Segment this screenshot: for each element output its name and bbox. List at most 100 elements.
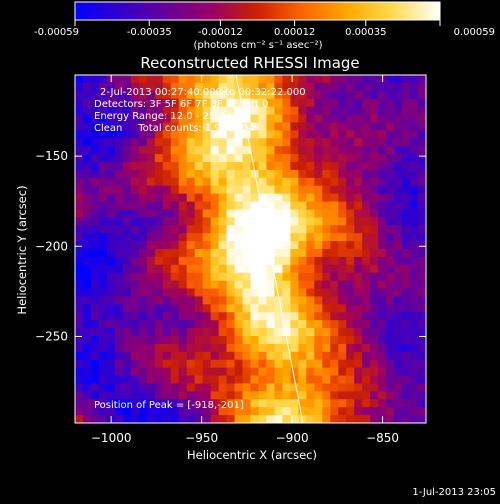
- heatmap-cell: [226, 399, 236, 408]
- heatmap-cell: [162, 280, 172, 290]
- heatmap-cell: [162, 162, 172, 171]
- heatmap-cell: [90, 367, 100, 377]
- heatmap-cell: [90, 162, 100, 171]
- heatmap-cell: [250, 391, 260, 400]
- heatmap-cell: [338, 280, 347, 290]
- heatmap-cell: [202, 343, 212, 353]
- heatmap-cell: [378, 328, 387, 337]
- heatmap-cell: [82, 209, 92, 218]
- heatmap-cell: [218, 154, 228, 163]
- heatmap-cell: [218, 122, 228, 131]
- heatmap-cell: [258, 375, 268, 385]
- heatmap-cell: [290, 177, 299, 187]
- heatmap-cell: [386, 343, 395, 353]
- heatmap-cell: [362, 209, 371, 218]
- heatmap-cell: [178, 399, 188, 408]
- heatmap-cell: [362, 162, 371, 171]
- heatmap-cell: [98, 304, 108, 313]
- heatmap-cell: [194, 328, 204, 337]
- heatmap-cell: [106, 296, 116, 305]
- heatmap-cell: [274, 415, 284, 423]
- heatmap-cell: [250, 375, 260, 385]
- heatmap-cell: [226, 162, 236, 171]
- heatmap-cell: [226, 351, 236, 361]
- heatmap-cell: [226, 138, 236, 147]
- heatmap-cell: [194, 249, 204, 258]
- heatmap-cell: [250, 415, 260, 423]
- heatmap-cell: [226, 217, 236, 226]
- heatmap-cell: [114, 399, 124, 408]
- heatmap-cell: [218, 217, 228, 226]
- heatmap-cell: [370, 359, 379, 369]
- heatmap-cell: [354, 82, 363, 92]
- heatmap-cell: [322, 359, 331, 369]
- heatmap-cell: [218, 272, 228, 282]
- heatmap-cell: [346, 154, 355, 163]
- heatmap-cell: [394, 249, 403, 258]
- colorbar: [74, 1, 441, 21]
- heatmap-cell: [290, 122, 299, 131]
- heatmap-cell: [322, 90, 331, 100]
- heatmap-cell: [194, 217, 204, 226]
- heatmap-cell: [298, 375, 307, 385]
- heatmap-cell: [322, 272, 331, 282]
- heatmap-cell: [346, 241, 355, 250]
- heatmap-cell: [402, 75, 411, 84]
- heatmap-cell: [330, 343, 339, 353]
- heatmap-cell: [314, 122, 323, 131]
- heatmap-cell: [402, 217, 411, 226]
- heatmap-cell: [274, 375, 284, 385]
- heatmap-cell: [290, 415, 299, 423]
- heatmap-cell: [266, 241, 276, 250]
- heatmap-cell: [410, 272, 419, 282]
- heatmap-cell: [298, 399, 307, 408]
- heatmap-cell: [298, 162, 307, 171]
- heatmap-cell: [266, 130, 276, 139]
- heatmap-cell: [226, 328, 236, 337]
- heatmap-cell: [122, 169, 132, 179]
- heatmap-cell: [418, 304, 426, 313]
- heatmap-cell: [314, 217, 323, 226]
- heatmap-cell: [122, 122, 132, 131]
- heatmap-cell: [298, 359, 307, 369]
- heatmap-cell: [162, 241, 172, 250]
- heatmap-cell: [322, 75, 331, 84]
- heatmap-cell: [162, 272, 172, 282]
- heatmap-cell: [202, 225, 212, 234]
- heatmap-cell: [362, 343, 371, 353]
- heatmap-cell: [386, 391, 395, 400]
- heatmap-cell: [250, 399, 260, 408]
- heatmap-cell: [410, 225, 419, 234]
- heatmap-cell: [218, 138, 228, 147]
- heatmap-cell: [322, 280, 331, 290]
- heatmap-cell: [186, 233, 196, 242]
- heatmap-cell: [386, 193, 395, 203]
- heatmap-cell: [282, 264, 291, 274]
- heatmap-cell: [90, 249, 100, 258]
- heatmap-cell: [226, 114, 236, 124]
- heatmap-cell: [354, 383, 363, 392]
- heatmap-cell: [402, 359, 411, 369]
- heatmap-cell: [418, 185, 426, 195]
- heatmap-cell: [154, 233, 164, 242]
- heatmap-cell: [218, 177, 228, 187]
- heatmap-cell: [386, 90, 395, 100]
- heatmap-cell: [218, 264, 228, 274]
- heatmap-cell: [322, 177, 331, 187]
- heatmap-cell: [290, 201, 299, 211]
- heatmap-cell: [322, 233, 331, 242]
- heatmap-cell: [186, 209, 196, 218]
- heatmap-cell: [266, 296, 276, 305]
- heatmap-cell: [402, 114, 411, 124]
- heatmap-cell: [154, 146, 164, 155]
- heatmap-cell: [242, 359, 252, 369]
- heatmap-cell: [282, 312, 291, 321]
- heatmap-cell: [314, 106, 323, 116]
- heatmap-cell: [138, 114, 148, 124]
- heatmap-cell: [218, 367, 228, 377]
- heatmap-cell: [210, 415, 220, 423]
- heatmap-cell: [330, 304, 339, 313]
- heatmap-cell: [138, 106, 148, 116]
- heatmap-cell: [330, 399, 339, 408]
